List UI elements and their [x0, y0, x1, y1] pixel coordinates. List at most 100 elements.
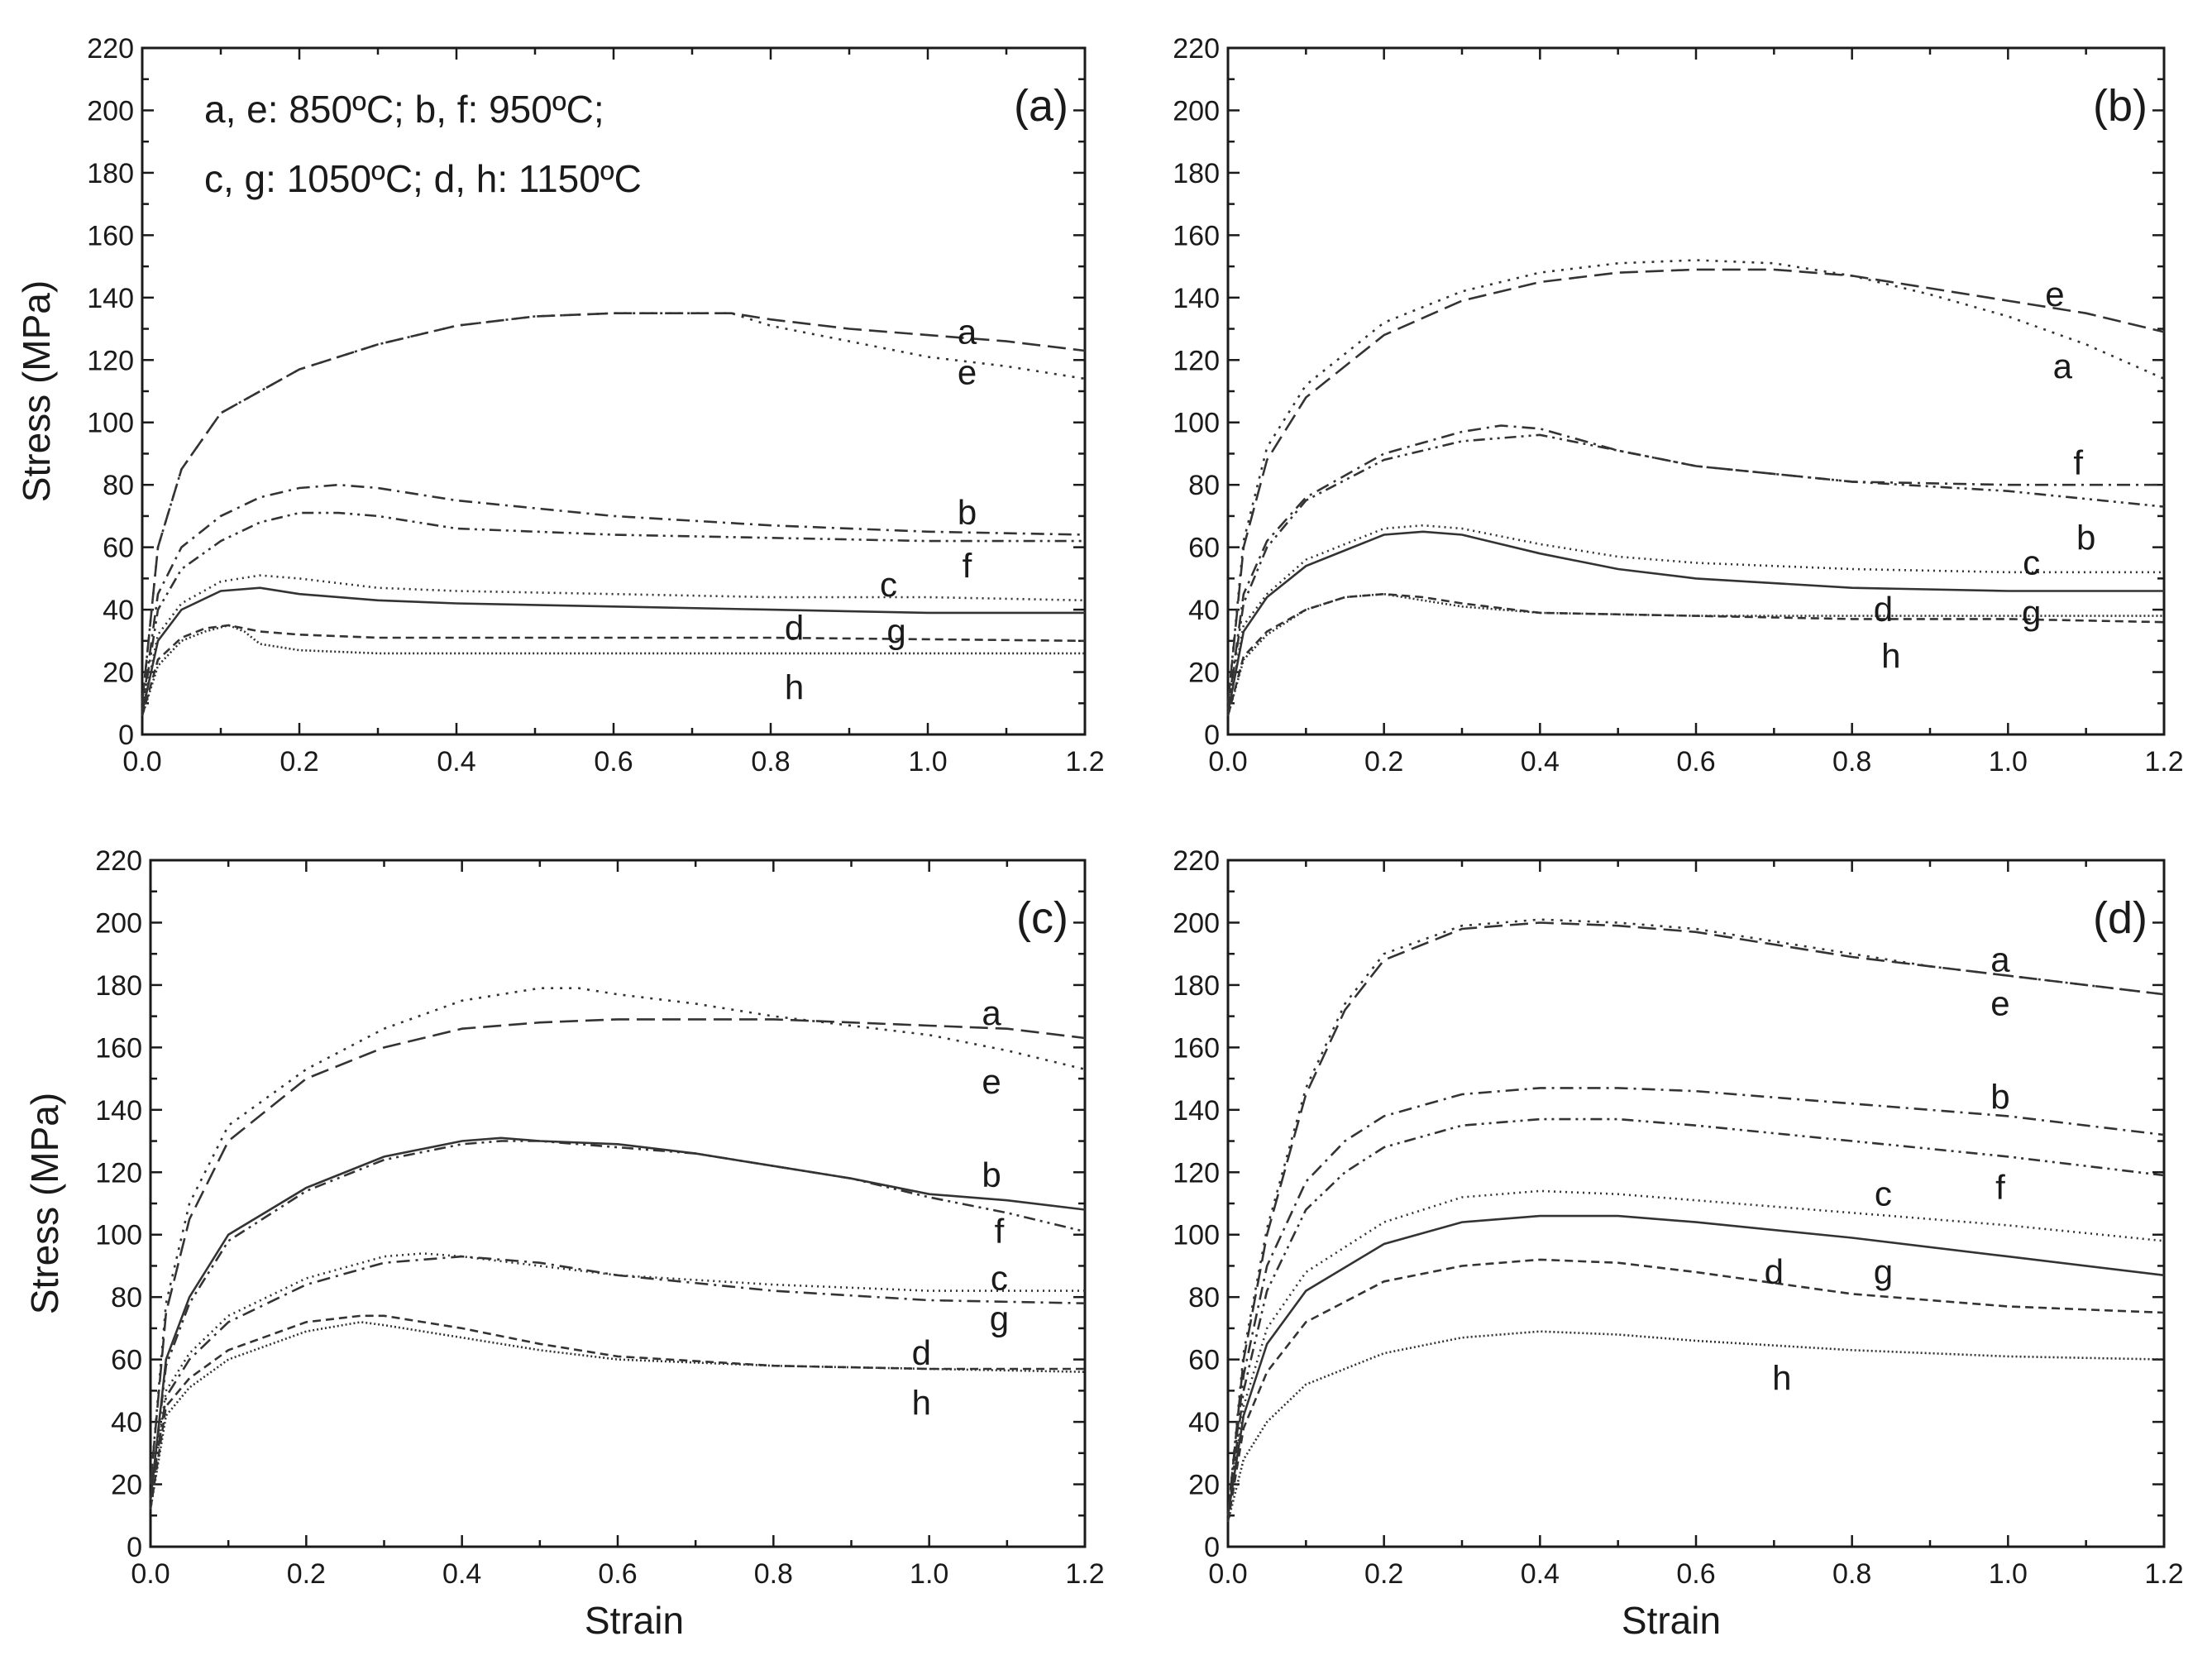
panel-b: 0.0 0.2 0.4 0.6 0.8 1.0 1.2 0 20 40 60 80 100 120 140 1…: [1173, 33, 2183, 777]
curve-label-b: b: [1990, 1078, 2009, 1117]
x-tick-label: 0.8: [1832, 1558, 1871, 1590]
y-axis-title: Stress (MPa): [15, 280, 58, 502]
y-tick-label: 20: [103, 658, 134, 689]
series-g-line: [149, 1255, 1086, 1500]
y-tick-label: 160: [87, 220, 134, 251]
series-e-line: [141, 312, 1086, 704]
y-tick-label: 200: [95, 907, 142, 939]
x-axis-title: Strain: [585, 1599, 684, 1642]
y-tick-label: 180: [1173, 158, 1220, 189]
y-tick-label: 160: [95, 1032, 142, 1064]
series-g-line: [1226, 530, 2164, 713]
y-tick-label: 0: [1204, 1532, 1220, 1563]
y-tick-label: 60: [103, 533, 134, 564]
y-tick-label: 0: [127, 1532, 142, 1563]
curve-label-b: b: [982, 1155, 1001, 1194]
curve-label-b: b: [2076, 518, 2095, 557]
panel-label: (c): [1016, 893, 1068, 943]
plot-frame: [141, 46, 1087, 736]
y-tick-label: 140: [1173, 283, 1220, 314]
panel-label: (b): [2093, 81, 2148, 131]
curve-label-e: e: [958, 352, 977, 391]
y-tick-label: 140: [87, 283, 134, 314]
series-a-line: [141, 312, 1086, 704]
y-tick-label: 60: [1188, 1345, 1220, 1376]
curve-label-f: f: [2073, 443, 2083, 482]
series-b-line: [149, 1136, 1086, 1500]
curve-label-h: h: [785, 667, 804, 706]
curve-label-h: h: [1881, 637, 1900, 676]
curve-label-a: a: [1990, 940, 2010, 979]
curve-label-a: a: [958, 312, 977, 351]
series-c-line: [1226, 1189, 2165, 1516]
y-tick-label: 40: [1188, 1407, 1220, 1438]
curve-label-d: d: [912, 1333, 931, 1372]
y-tick-label: 180: [1173, 970, 1220, 1002]
series-b-line: [1226, 1087, 2165, 1516]
y-tick-label: 120: [1173, 1157, 1220, 1189]
series-d-line: [1226, 592, 2165, 716]
series-h-line: [141, 624, 1085, 716]
x-tick-label: 0.2: [1364, 746, 1403, 777]
curve-label-a: a: [982, 993, 1001, 1032]
series-e-line: [1226, 918, 2165, 1516]
x-tick-label: 0.4: [442, 1558, 481, 1590]
legend-line: a, e: 850ºC; b, f: 950ºC;: [204, 88, 604, 131]
series-b-line: [1226, 433, 2165, 710]
curve-label-c: c: [1875, 1175, 1892, 1213]
x-tick-label: 0.6: [594, 746, 633, 777]
curve-label-c: c: [2023, 543, 2040, 582]
curve-label-f: f: [963, 546, 972, 585]
y-tick-label: 20: [111, 1470, 142, 1501]
y-tick-label: 200: [1173, 907, 1220, 939]
plot-frame: [1226, 859, 2166, 1548]
y-tick-label: 0: [118, 720, 134, 751]
y-tick-label: 180: [87, 158, 134, 189]
legend-line: c, g: 1050ºC; d, h: 1150ºC: [204, 157, 642, 200]
y-tick-label: 80: [1188, 470, 1220, 501]
series-c-line: [1226, 524, 2164, 713]
y-tick-label: 40: [111, 1407, 142, 1438]
panel-label: (d): [2093, 893, 2148, 943]
y-tick-label: 220: [95, 845, 142, 877]
y-tick-label: 20: [1188, 658, 1220, 689]
y-tick-label: 100: [95, 1220, 142, 1251]
curve-label-f: f: [995, 1212, 1005, 1251]
series-a-line: [149, 1018, 1086, 1485]
y-tick-label: 0: [1204, 720, 1220, 751]
x-tick-label: 0.2: [279, 746, 318, 777]
series-f-line: [149, 1140, 1086, 1500]
y-tick-label: 100: [1173, 408, 1220, 439]
curve-label-b: b: [958, 493, 977, 532]
series-b-line: [141, 483, 1086, 710]
series-c-line: [141, 574, 1086, 713]
series-e-line: [1226, 268, 2165, 704]
curve-label-d: d: [1874, 590, 1893, 629]
y-tick-label: 220: [87, 33, 134, 65]
series-c-line: [149, 1252, 1085, 1500]
x-tick-label: 0.0: [131, 1558, 170, 1590]
x-tick-label: 0.8: [754, 1558, 793, 1590]
curve-label-g: g: [1874, 1252, 1893, 1291]
y-tick-label: 40: [1188, 595, 1220, 626]
curve-label-d: d: [1765, 1252, 1784, 1291]
x-tick-label: 0.2: [1364, 1558, 1403, 1590]
x-tick-label: 1.0: [910, 1558, 948, 1590]
x-tick-label: 0.6: [1676, 1558, 1715, 1590]
y-tick-label: 60: [111, 1345, 142, 1376]
curve-label-g: g: [990, 1299, 1009, 1338]
curve-label-f: f: [1995, 1168, 2005, 1207]
x-tick-label: 0.6: [1676, 746, 1715, 777]
series-d-line: [141, 624, 1086, 716]
y-tick-label: 220: [1173, 33, 1220, 65]
x-tick-label: 0.6: [598, 1558, 637, 1590]
x-tick-label: 1.0: [1989, 746, 2028, 777]
curve-label-a: a: [2053, 347, 2073, 385]
curve-label-g: g: [2022, 593, 2041, 632]
series-a-line: [1226, 921, 2165, 1516]
y-tick-label: 80: [1188, 1282, 1220, 1313]
y-axis-title: Stress (MPa): [23, 1093, 66, 1314]
plot-frame: [149, 859, 1087, 1548]
panel-c: 0.0 0.2 0.4 0.6 0.8 1.0 1.2 0 20 40 60 80 100 120 140 1…: [23, 845, 1105, 1642]
x-tick-label: 0.0: [1208, 1558, 1247, 1590]
